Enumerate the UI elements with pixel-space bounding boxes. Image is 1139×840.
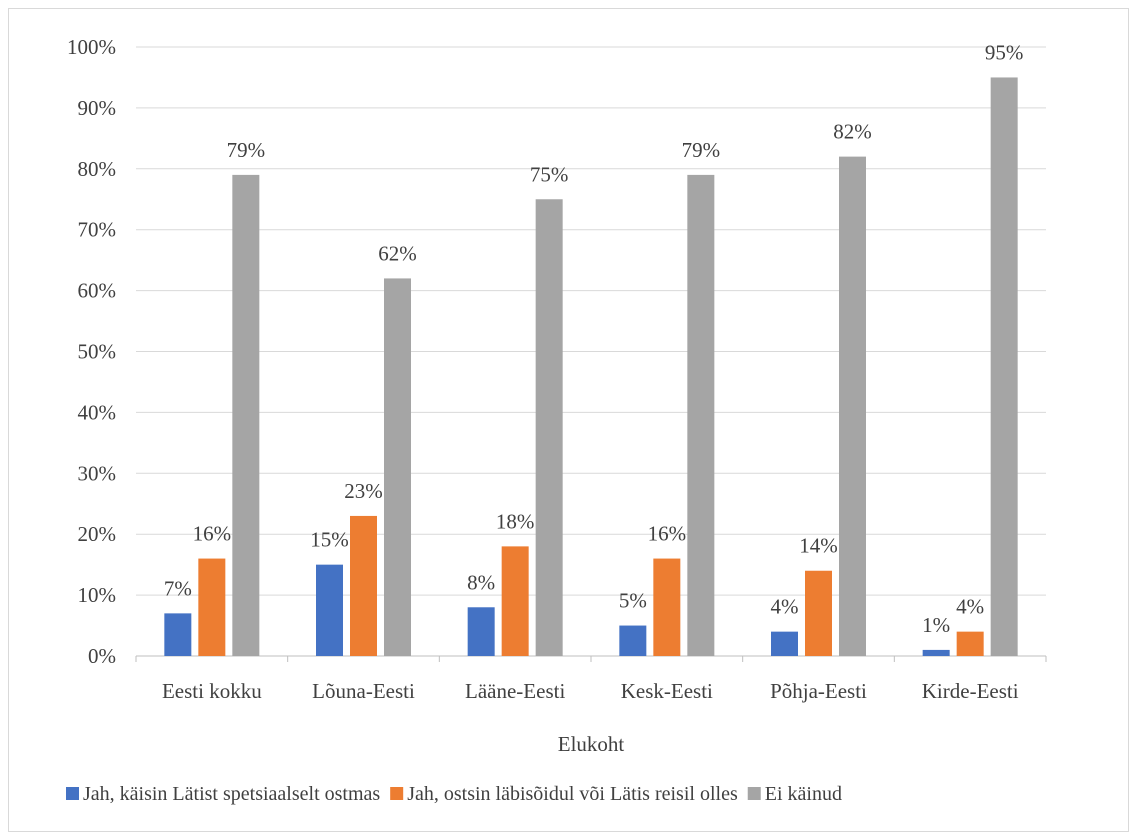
category-label: Kesk-Eesti	[621, 679, 713, 703]
bar	[619, 625, 647, 656]
bar	[164, 613, 192, 656]
category-labels: Eesti kokku Lõuna-Eesti Lääne-Eesti Kesk-Ee…	[162, 679, 1019, 703]
bar	[535, 199, 563, 656]
bar	[990, 77, 1018, 656]
bar	[839, 156, 866, 656]
data-label: 79%	[227, 138, 266, 162]
bar	[316, 564, 343, 656]
data-label: 23%	[344, 479, 383, 503]
data-label: 7%	[164, 576, 192, 600]
bar	[771, 631, 798, 656]
category-label: Kirde-Eesti	[922, 679, 1019, 703]
bar	[805, 570, 832, 656]
data-label: 1%	[922, 613, 950, 637]
data-label: 4%	[956, 595, 984, 619]
y-tick-label: 30%	[78, 461, 117, 485]
data-label: 95%	[985, 40, 1024, 64]
legend-swatch	[66, 787, 79, 800]
data-label: 5%	[619, 589, 647, 613]
data-label: 82%	[833, 120, 872, 144]
bar	[501, 546, 529, 656]
y-tick-label: 70%	[78, 218, 117, 242]
y-tick-label: 90%	[78, 96, 117, 120]
category-label: Lääne-Eesti	[465, 679, 565, 703]
data-label: 16%	[193, 522, 232, 546]
legend-label: Jah, käisin Lätist spetsiaalselt ostmas	[83, 783, 380, 805]
bar	[467, 607, 495, 656]
legend-swatch	[747, 787, 761, 800]
data-label: 14%	[799, 534, 838, 558]
bar	[956, 631, 984, 656]
legend: Jah, käisin Lätist spetsiaalselt ostmas J…	[66, 783, 842, 805]
y-tick-label: 80%	[78, 157, 117, 181]
category-label: Lõuna-Eesti	[312, 679, 415, 703]
data-label: 18%	[496, 509, 535, 533]
data-label: 62%	[378, 241, 417, 265]
data-labels: 7%15%8%5% 4%1%16%23%18%16%14%4%79%62%75%7…	[164, 40, 1024, 636]
bar	[384, 278, 411, 656]
y-tick-label: 20%	[78, 522, 117, 546]
bar	[232, 174, 260, 656]
y-axis-ticks: 0% 10% 20% 30% 40% 50% 60% 70% 80% 90% 100%	[67, 35, 116, 668]
bar	[922, 649, 950, 656]
x-axis	[135, 655, 1047, 662]
bar	[198, 558, 226, 656]
data-label: 4%	[771, 595, 799, 619]
gridlines	[136, 46, 1046, 596]
category-label: Põhja-Eesti	[770, 679, 867, 703]
data-label: 16%	[648, 522, 687, 546]
data-label: 15%	[310, 528, 349, 552]
bar	[687, 174, 715, 656]
y-tick-label: 50%	[78, 340, 117, 364]
chart-frame: 0% 10% 20% 30% 40% 50% 60% 70% 80% 90% 100% 7% 15% 8…	[8, 8, 1129, 832]
y-tick-label: 60%	[78, 279, 117, 303]
y-tick-label: 40%	[78, 400, 117, 424]
bar	[350, 515, 377, 656]
bar	[653, 558, 681, 656]
data-label: 75%	[530, 162, 569, 186]
legend-label: Ei käinud	[765, 783, 842, 805]
bars	[164, 77, 1018, 656]
y-tick-label: 0%	[88, 644, 116, 668]
y-tick-label: 10%	[78, 583, 117, 607]
data-label: 8%	[467, 570, 495, 594]
bar-chart: 0% 10% 20% 30% 40% 50% 60% 70% 80% 90% 100% 7% 15% 8…	[66, 35, 1047, 805]
category-label: Eesti kokku	[162, 679, 262, 703]
data-label: 79%	[682, 138, 721, 162]
x-axis-title: Elukoht	[558, 732, 625, 756]
legend-swatch	[390, 787, 404, 800]
y-tick-label: 100%	[67, 35, 116, 59]
legend-label: Jah, ostsin läbisõidul või Lätis reisil …	[407, 783, 738, 805]
